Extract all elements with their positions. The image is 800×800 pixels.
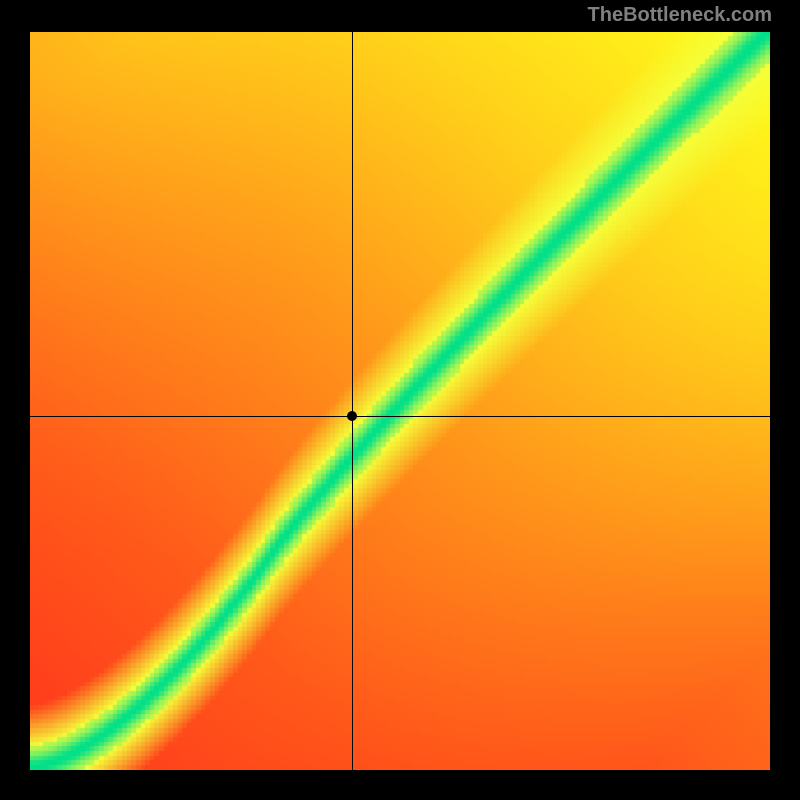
crosshair-vertical	[352, 32, 353, 770]
bottleneck-heatmap	[30, 32, 770, 770]
watermark-label: TheBottleneck.com	[588, 4, 772, 27]
chart-container: TheBottleneck.com	[0, 0, 800, 800]
crosshair-horizontal	[30, 416, 770, 417]
crosshair-marker-dot	[347, 411, 357, 421]
